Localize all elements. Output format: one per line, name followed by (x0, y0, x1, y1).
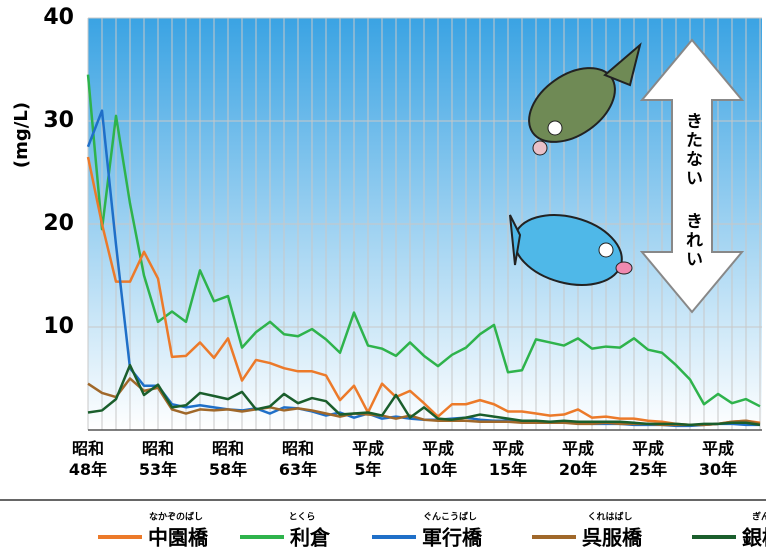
series-line (87, 363, 761, 427)
legend-reading: くれはばし (587, 511, 632, 523)
x-tick-label: 昭和 63年 (278, 439, 318, 479)
series-line (86, 156, 761, 427)
legend-reading: ぎんばし (752, 511, 766, 523)
y-axis-label: (mg/L) (11, 102, 32, 168)
legend-label: 呉服橋 (582, 526, 643, 550)
x-tick-label: 平成 15年 (488, 439, 528, 479)
x-tick-label: 昭和 58年 (208, 439, 248, 479)
annotation: きれい (682, 212, 702, 269)
legend-reading: ぐんこうばし (423, 511, 477, 523)
x-tick-label: 平成 30年 (698, 439, 738, 479)
legend-label: 銀橋 (742, 526, 766, 550)
dirty-fish (528, 42, 642, 156)
annotation: きたない (682, 112, 702, 188)
x-tick-label: 平成 20年 (558, 439, 598, 479)
series-line (86, 74, 761, 408)
clean-fish (509, 214, 633, 286)
y-tick-label: 10 (43, 314, 74, 339)
legend-reading: とくら (289, 512, 316, 523)
x-tick-label: 平成 5年 (351, 439, 384, 479)
x-tick-label: 昭和 48年 (68, 439, 108, 479)
y-tick-label: 20 (43, 211, 74, 236)
legend-label: 軍行橋 (422, 526, 483, 550)
y-tick-label: 40 (43, 5, 74, 30)
y-tick-label: 30 (43, 108, 74, 133)
legend-reading: なかぞのばし (149, 511, 203, 523)
legend-label: 中園橋 (148, 526, 209, 550)
x-tick-label: 平成 10年 (418, 439, 458, 479)
legend-label: 利倉 (290, 526, 331, 550)
x-tick-label: 平成 25年 (628, 439, 668, 479)
x-tick-label: 昭和 53年 (138, 439, 178, 479)
arrow (639, 38, 745, 314)
